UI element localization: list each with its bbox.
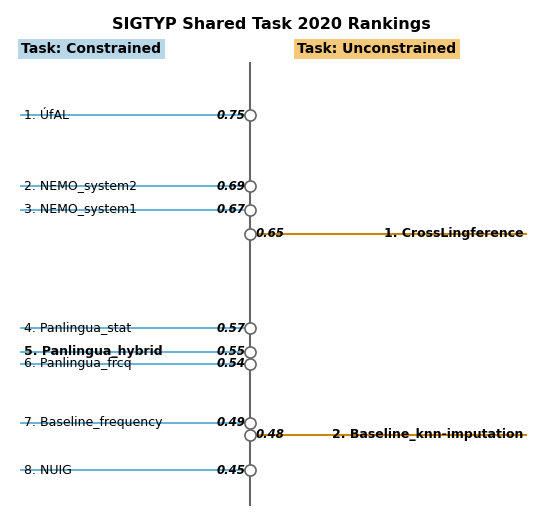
Text: 3. NEMO_system1: 3. NEMO_system1 bbox=[24, 203, 137, 216]
Text: 4. Panlingua_stat: 4. Panlingua_stat bbox=[24, 321, 131, 335]
Text: 0.49: 0.49 bbox=[216, 416, 245, 429]
Text: 7. Baseline_frequency: 7. Baseline_frequency bbox=[24, 416, 163, 429]
Text: 0.45: 0.45 bbox=[216, 464, 245, 477]
Text: Task: Unconstrained: Task: Unconstrained bbox=[297, 42, 456, 56]
Text: 2. NEMO_system2: 2. NEMO_system2 bbox=[24, 180, 137, 192]
Text: 1. ÚfAL: 1. ÚfAL bbox=[24, 109, 69, 122]
Text: 0.54: 0.54 bbox=[216, 357, 245, 370]
Text: 0.67: 0.67 bbox=[216, 203, 245, 216]
Text: 0.69: 0.69 bbox=[216, 180, 245, 192]
Text: 5. Panlingua_hybrid: 5. Panlingua_hybrid bbox=[24, 345, 163, 358]
Text: 0.57: 0.57 bbox=[216, 321, 245, 335]
Text: 1. CrossLingference: 1. CrossLingference bbox=[384, 227, 524, 240]
Text: 0.75: 0.75 bbox=[216, 109, 245, 122]
Text: 0.48: 0.48 bbox=[255, 428, 284, 441]
Text: 8. NUIG: 8. NUIG bbox=[24, 464, 72, 477]
Text: SIGTYP Shared Task 2020 Rankings: SIGTYP Shared Task 2020 Rankings bbox=[112, 18, 430, 33]
Text: 0.65: 0.65 bbox=[255, 227, 284, 240]
Text: 0.55: 0.55 bbox=[216, 345, 245, 358]
Text: Task: Constrained: Task: Constrained bbox=[21, 42, 162, 56]
Text: 6. Panlingua_frcq: 6. Panlingua_frcq bbox=[24, 357, 132, 370]
Text: 2. Baseline_knn-imputation: 2. Baseline_knn-imputation bbox=[332, 428, 524, 441]
